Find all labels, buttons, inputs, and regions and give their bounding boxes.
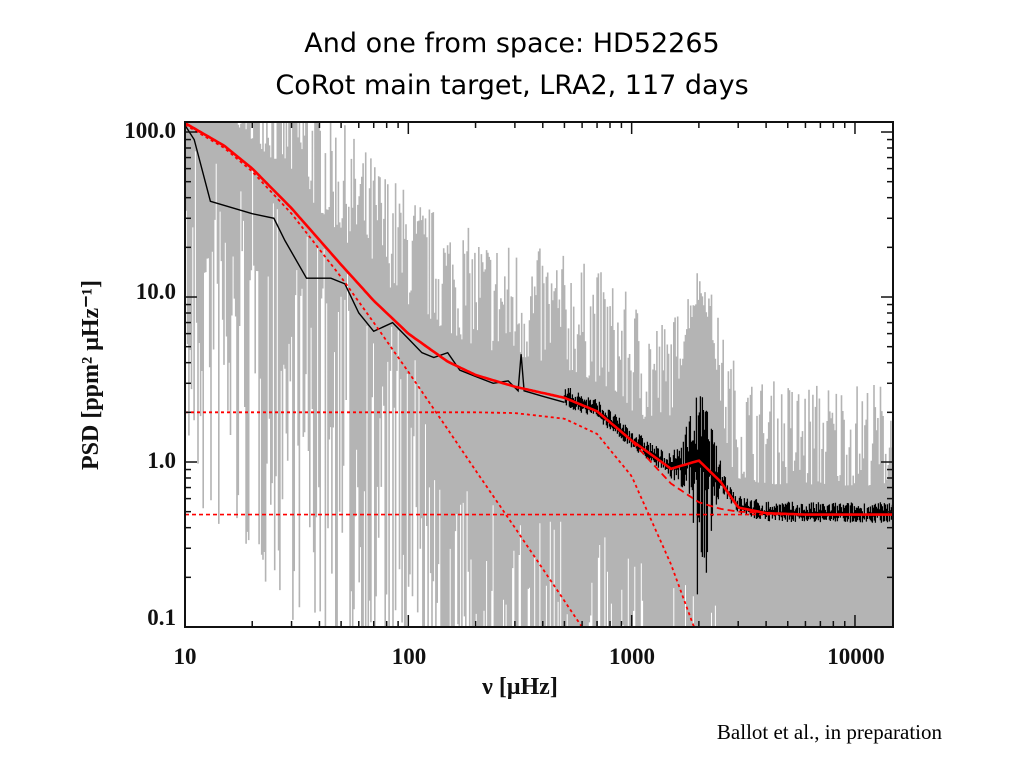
- credit-text: Ballot et al., in preparation: [716, 720, 942, 744]
- y-tick-label: 100.0: [124, 118, 176, 143]
- plot-frame: [184, 121, 894, 628]
- fit-total-line: [185, 122, 893, 516]
- slide-title-line-1: And one from space: HD52265: [304, 28, 720, 59]
- y-tick-label: 1.0: [147, 448, 176, 473]
- x-tick-label: 10000: [827, 644, 885, 669]
- axis-ticks: [184, 122, 893, 628]
- x-tick-label: 100: [392, 644, 427, 669]
- y-axis-label: PSD [ppm² μHz⁻¹]: [78, 280, 104, 470]
- x-tick-label: 10: [174, 644, 197, 669]
- component-1-dotted-line: [185, 123, 584, 627]
- smoothed-spectrum-series: [185, 124, 565, 403]
- slide-title-line-2: CoRot main target, LRA2, 117 days: [275, 70, 749, 101]
- plot-area: [185, 122, 893, 627]
- y-tick-label: 10.0: [136, 279, 176, 304]
- x-tick-label: 1000: [609, 644, 655, 669]
- y-tick-label: 0.1: [147, 605, 176, 630]
- raw-spectrum-series: [185, 122, 893, 627]
- component-2-dotted-line: [185, 411, 696, 627]
- x-axis-label: ν [μHz]: [481, 674, 558, 700]
